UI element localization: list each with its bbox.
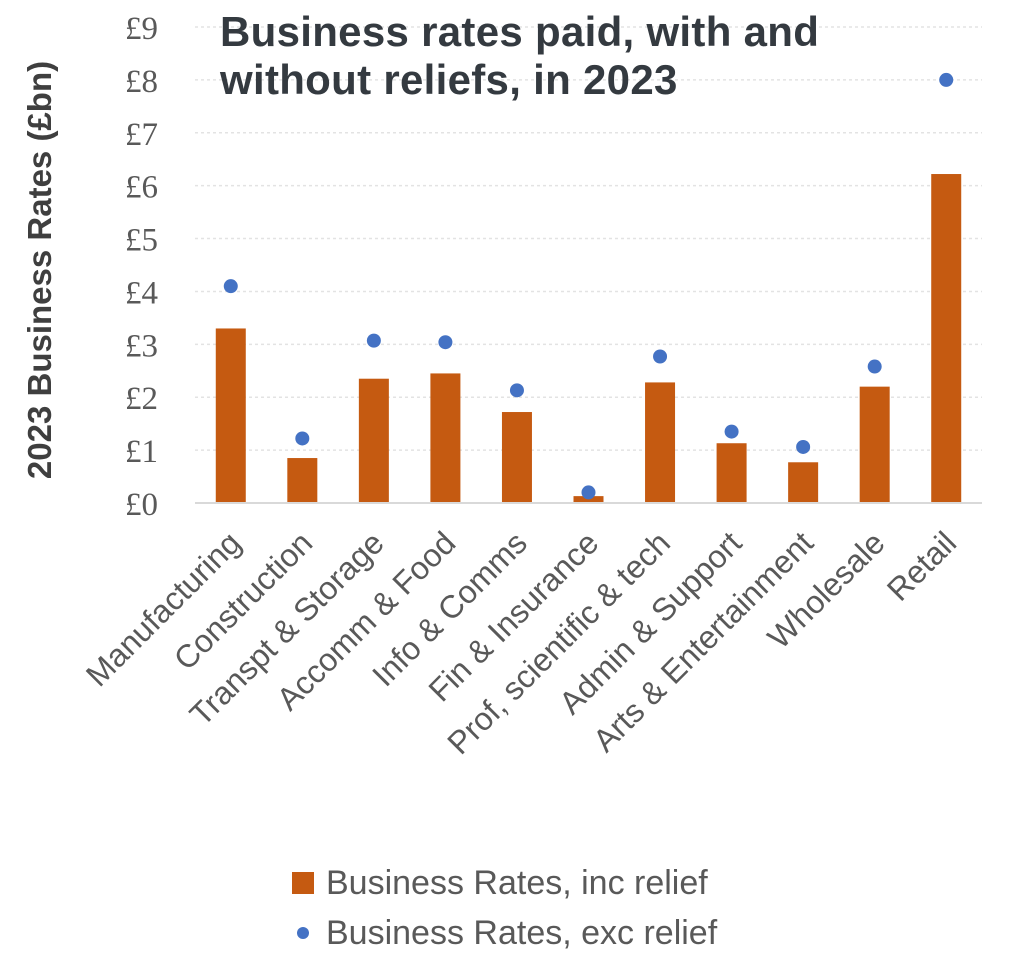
point-exc-relief <box>295 431 310 446</box>
x-tick-label: Retail <box>880 524 963 607</box>
dot-series <box>223 72 954 500</box>
legend-item-inc-relief: Business Rates, inc relief <box>292 858 717 908</box>
legend-label-inc-relief: Business Rates, inc relief <box>326 863 708 902</box>
bar-inc-relief <box>859 386 890 503</box>
y-axis-label: 2023 Business Rates (£bn) <box>21 60 58 480</box>
point-exc-relief <box>366 333 381 348</box>
y-tick-label: £2 <box>125 381 158 417</box>
y-tick-label: £6 <box>125 170 158 206</box>
point-exc-relief <box>223 279 238 294</box>
y-tick-label: £4 <box>125 275 158 311</box>
y-tick-label: £5 <box>125 223 158 259</box>
bar-series <box>215 174 962 503</box>
legend-label-exc-relief: Business Rates, exc relief <box>326 913 718 952</box>
y-tick-label: £1 <box>125 434 158 470</box>
bar-inc-relief <box>716 443 747 503</box>
point-exc-relief <box>796 439 811 454</box>
y-tick-label: £7 <box>125 117 158 153</box>
point-exc-relief <box>581 485 596 500</box>
bar-inc-relief <box>931 174 962 503</box>
bar-inc-relief <box>430 373 461 503</box>
bar-inc-relief <box>788 462 819 503</box>
bar-inc-relief <box>645 382 676 503</box>
bar-inc-relief <box>501 412 532 503</box>
y-tick-label: £0 <box>125 487 158 523</box>
chart-title: Business rates paid, with and without re… <box>220 8 980 104</box>
bar-inc-relief <box>573 496 604 503</box>
legend-dot-swatch <box>292 922 314 944</box>
legend-bar-swatch <box>292 872 314 894</box>
bar-inc-relief <box>358 378 389 503</box>
y-axis-ticks: £0 £1 £2 £3 £4 £5 £6 £7 £8 £9 <box>125 11 158 523</box>
point-exc-relief <box>438 335 453 350</box>
bar-inc-relief <box>287 458 318 503</box>
chart-title-line-1: Business rates paid, with and <box>220 8 820 55</box>
y-tick-label: £9 <box>125 11 158 47</box>
gridlines <box>195 26 982 451</box>
bar-inc-relief <box>215 328 246 503</box>
point-exc-relief <box>724 424 739 439</box>
y-tick-label: £8 <box>125 64 158 100</box>
point-exc-relief <box>867 359 882 374</box>
legend-item-exc-relief: Business Rates, exc relief <box>292 908 717 958</box>
point-exc-relief <box>653 349 668 364</box>
chart-title-line-2: without reliefs, in 2023 <box>220 56 678 103</box>
y-tick-label: £3 <box>125 328 158 364</box>
legend: Business Rates, inc relief Business Rate… <box>292 858 717 958</box>
point-exc-relief <box>939 72 954 87</box>
point-exc-relief <box>509 383 524 398</box>
